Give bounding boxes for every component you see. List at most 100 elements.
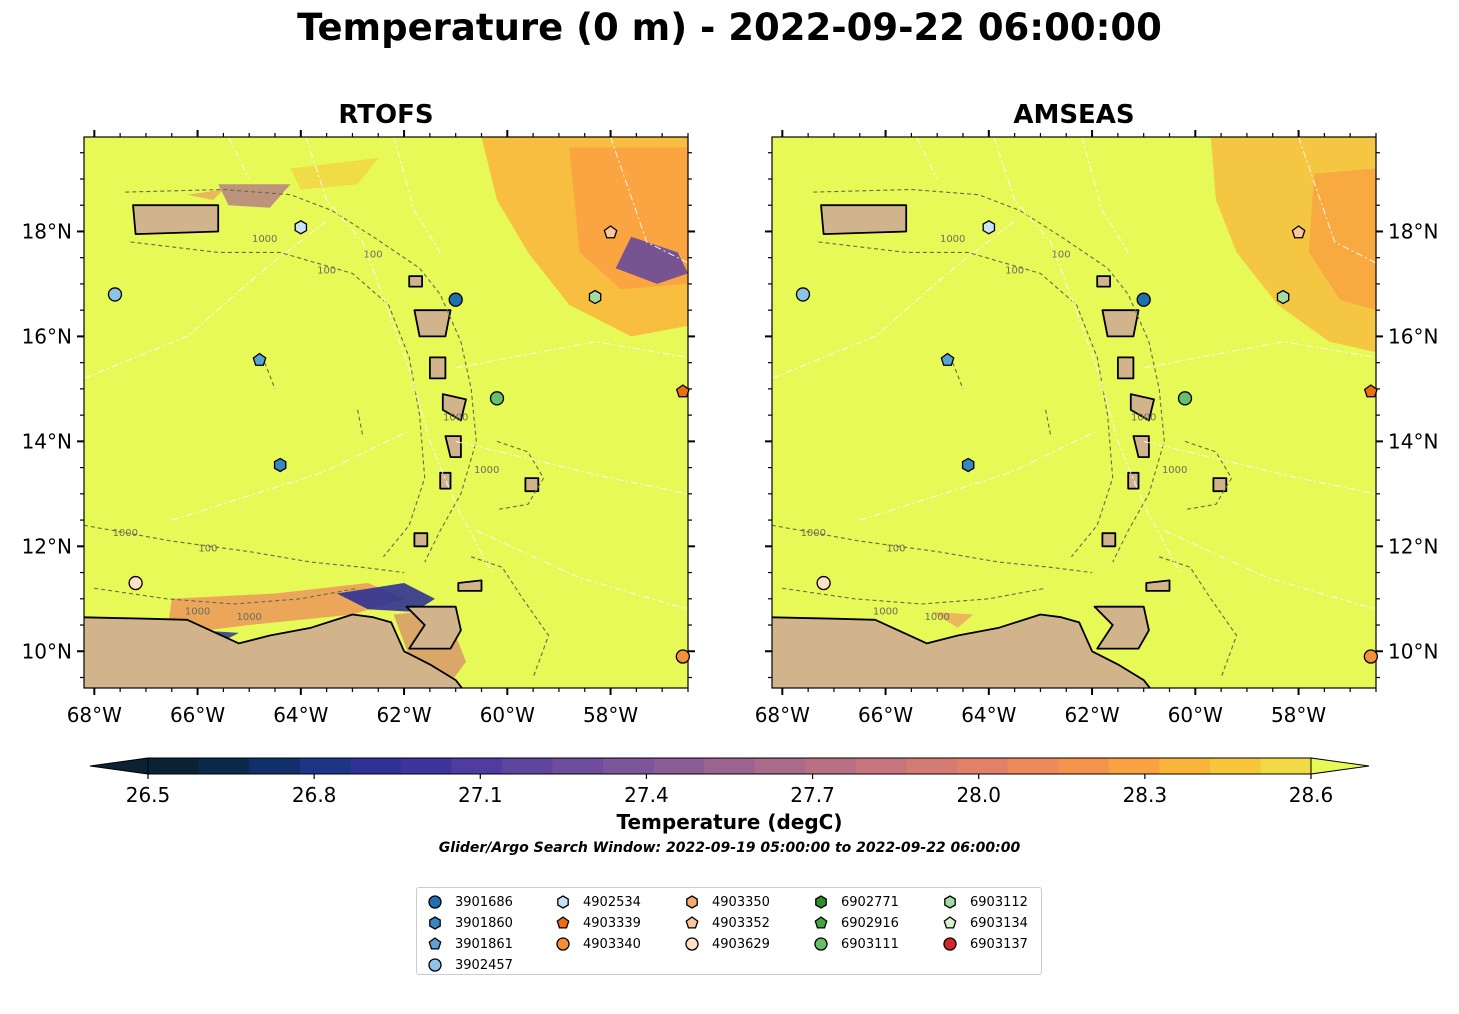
map-panel-rtofs: 1000 100 100 1000 1000 100 1000 1000 1000 68°W 66°… (22, 130, 695, 727)
colorbar-tick-label: 28.6 (1289, 783, 1334, 807)
legend-item: 4903340 (555, 934, 641, 954)
legend-item: 3902457 (427, 955, 513, 975)
bathymetry-contour-small (357, 409, 364, 437)
trinidad-island (1093, 605, 1150, 650)
barbados-island (1212, 477, 1228, 493)
bathymetry-contour-100 (782, 587, 1046, 605)
float-marker-4903629 (816, 575, 831, 591)
legend-label: 6903111 (841, 936, 899, 952)
float-marker-4903629 (128, 575, 143, 591)
colorbar-segment (906, 758, 958, 774)
map-panel-amseas: 1000 100 100 1000 1000 100 1000 1000 1000 68°W 66°… (755, 130, 1438, 727)
legend-label: 3901861 (455, 936, 513, 952)
legend-marker-6903111 (814, 937, 828, 951)
colorbar-tick-label: 28.3 (1123, 783, 1168, 807)
legend-label: 4903350 (712, 894, 770, 910)
float-marker-3901686 (1136, 292, 1151, 307)
x-tick-label: 62°W (376, 703, 431, 727)
contour-label: 100 (1005, 265, 1024, 276)
bathymetry-contour-100 (1159, 556, 1238, 678)
colorbar-segment (1159, 758, 1211, 774)
legend-label: 3902457 (455, 957, 513, 973)
cool-upwelling (337, 583, 435, 612)
bathymetry-contour-small (1045, 409, 1052, 437)
bathymetry-contour-1000 (130, 241, 426, 558)
legend-marker-4903350 (686, 895, 698, 909)
legend-item: 4903352 (684, 913, 770, 933)
legend-marker-6902916 (814, 916, 828, 929)
float-marker-6903112 (1276, 289, 1290, 305)
contour-label: 1000 (474, 465, 499, 476)
y-tick-label: 12°N (1388, 534, 1438, 558)
legend-marker-4903339 (556, 916, 570, 929)
bathymetry-contour-100 (471, 556, 550, 678)
legend-item: 4902534 (555, 892, 641, 912)
contour-label: 1000 (1131, 412, 1156, 423)
warm-patch (932, 611, 974, 628)
x-tick-label: 66°W (858, 703, 913, 727)
float-marker-3901860 (961, 457, 975, 473)
warm-patch (187, 189, 224, 200)
y-tick-label: 14°N (22, 429, 72, 453)
island (439, 471, 452, 490)
colorbar: 26.5 26.8 27.1 27.4 27.7 28.0 28.3 28.6 (89, 757, 1370, 807)
y-tick-label: 12°N (22, 534, 72, 558)
legend-marker-3901686 (428, 895, 442, 909)
legend-label: 6902916 (841, 915, 899, 931)
contour-label: 100 (317, 265, 336, 276)
contour-label: 100 (198, 544, 217, 555)
legend-marker-4903352 (685, 916, 699, 929)
eez-boundary (772, 220, 1015, 379)
maps-canvas: 1000 100 100 1000 1000 100 1000 1000 1000 68°W 66°… (22, 130, 1438, 727)
legend-marker-6903137 (943, 937, 957, 951)
float-marker-4903340 (1363, 649, 1378, 664)
y-tick-label: 16°N (1388, 324, 1438, 348)
main-title: Temperature (0 m) - 2022-09-22 06:00:00 (297, 6, 1162, 49)
legend-item: 6902916 (813, 913, 899, 933)
eez-boundary (1298, 137, 1376, 264)
eez-boundary (1143, 440, 1376, 495)
legend: 3901686 3901860 3901861 3902457 4902534 49033… (416, 887, 1042, 975)
colorbar-segment (400, 758, 452, 774)
legend-marker-6902771 (815, 895, 827, 909)
tobago-island (1145, 579, 1171, 592)
float-marker-6903111 (489, 391, 505, 406)
colorbar-segment (704, 758, 756, 774)
colorbar-segment (299, 758, 351, 774)
colorbar-segment (1108, 758, 1160, 774)
float-marker-4903352 (603, 225, 618, 239)
colorbar-segment (754, 758, 806, 774)
colorbar-tick-label: 26.8 (292, 783, 337, 807)
contour-label: 100 (886, 544, 905, 555)
legend-label: 6902771 (841, 894, 899, 910)
colorbar-outline (147, 757, 1312, 775)
warm-water-area (1308, 168, 1376, 311)
panel-title-rtofs: RTOFS (338, 100, 434, 130)
legend-marker-6903134 (943, 916, 957, 929)
contour-label: 1000 (185, 607, 210, 618)
x-tick-label: 66°W (170, 703, 225, 727)
bathymetry-contour-1000 (84, 524, 405, 574)
island (441, 393, 467, 422)
float-marker-4903352 (1291, 225, 1306, 239)
legend-item: 6903111 (813, 934, 899, 954)
map-frame (771, 136, 1377, 689)
x-tick-label: 62°W (1064, 703, 1119, 727)
legend-label: 3901686 (455, 894, 513, 910)
bathymetry-contour-1000 (125, 188, 477, 563)
x-tick-label: 68°W (67, 703, 122, 727)
colorbar-segment (501, 758, 554, 774)
legend-marker-3901861 (428, 937, 442, 950)
eez-boundary (859, 430, 1098, 521)
island (1127, 471, 1140, 490)
eez-boundary (1143, 341, 1376, 369)
float-marker-6903112 (588, 289, 602, 305)
colorbar-segment (855, 758, 908, 774)
float-marker-3902457 (107, 287, 123, 302)
puerto-rico-island (820, 204, 908, 236)
colorbar-segment (552, 758, 604, 774)
x-tick-label: 64°W (273, 703, 328, 727)
bathymetry-contour-small (264, 362, 276, 390)
contour-label: 100 (1052, 250, 1071, 261)
legend-label: 4903339 (583, 915, 641, 931)
